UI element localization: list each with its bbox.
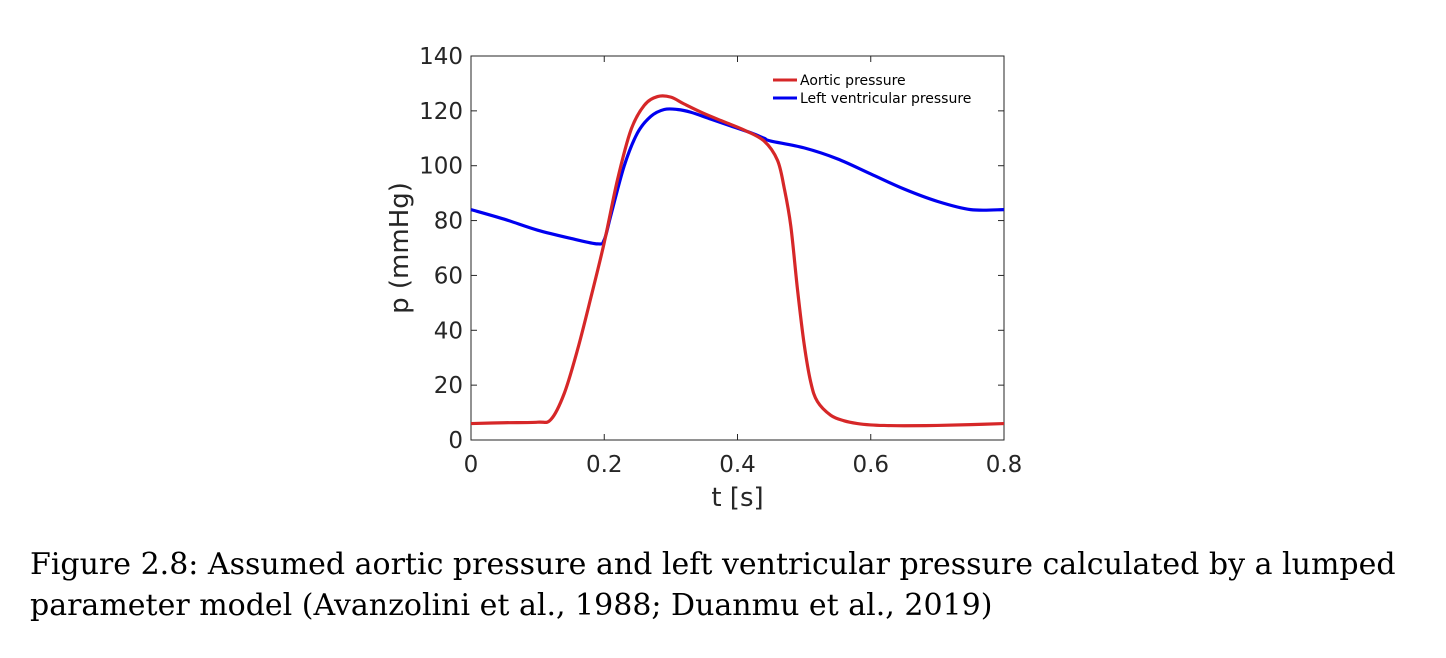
- y-tick-label: 80: [434, 209, 463, 235]
- plot-frame: [470, 55, 1005, 441]
- y-axis-label: p (mmHg): [385, 182, 415, 314]
- legend-label: Aortic pressure: [800, 73, 906, 89]
- x-tick-label: 0.4: [719, 452, 756, 478]
- y-tick-label: 20: [434, 373, 463, 399]
- y-tick-label: 60: [434, 263, 463, 289]
- x-tick-label: 0.2: [586, 452, 623, 478]
- pressure-chart: 0 0.2 0.4 0.6 0.8 0 20 40 60 80 100 120 140 t [s] p…: [385, 44, 1023, 513]
- y-tick-label: 100: [419, 154, 463, 180]
- y-tick-label: 0: [448, 428, 463, 454]
- figure-caption: Figure 2.8: Assumed aortic pressure and …: [30, 547, 1396, 623]
- left-ventricular-pressure-line: [470, 107, 1005, 246]
- x-tick-label: 0: [464, 452, 479, 478]
- y-tick-label: 40: [434, 318, 463, 344]
- x-tick-label: 0.6: [852, 452, 889, 478]
- aortic-pressure-line: [470, 94, 1005, 428]
- legend: Aortic pressure Left ventricular pressure: [773, 73, 971, 107]
- y-tick-label: 140: [419, 44, 463, 70]
- y-tick-label: 120: [419, 99, 463, 125]
- x-tick-label: 0.8: [986, 452, 1023, 478]
- x-axis-label: t [s]: [711, 483, 763, 513]
- legend-label: Left ventricular pressure: [800, 91, 971, 107]
